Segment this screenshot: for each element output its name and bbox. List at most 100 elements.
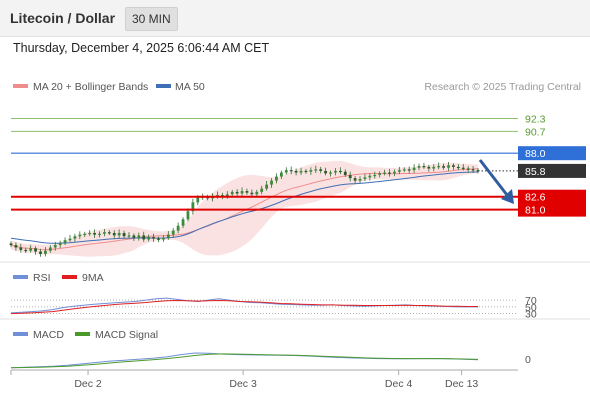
price-candle bbox=[437, 162, 441, 170]
price-legend: MA 20 + Bollinger Bands MA 50 Research ©… bbox=[13, 81, 581, 93]
price-candle bbox=[39, 248, 42, 257]
candle-body bbox=[299, 170, 303, 173]
price-candle bbox=[122, 230, 126, 239]
candle-body bbox=[196, 197, 200, 203]
price-candle bbox=[107, 230, 111, 235]
price-candle bbox=[334, 168, 337, 176]
candle-body bbox=[348, 174, 352, 179]
candle-body bbox=[53, 245, 57, 248]
price-candle bbox=[68, 235, 72, 243]
price-candle bbox=[78, 231, 82, 240]
macd-level-label: 0 bbox=[525, 354, 531, 366]
price-candle bbox=[304, 168, 308, 174]
price-level-support: 82.6 bbox=[11, 189, 586, 204]
candle-body bbox=[427, 166, 431, 169]
macd-legend-label: MACD bbox=[33, 329, 64, 341]
candle-body bbox=[260, 188, 264, 192]
price-candle bbox=[324, 167, 328, 176]
candle-body bbox=[34, 248, 37, 252]
report-datetime: Thursday, December 4, 2025 6:06:44 AM CE… bbox=[13, 41, 270, 55]
candle-body bbox=[368, 175, 372, 178]
price-candle bbox=[245, 188, 249, 195]
rsi-level-label: 30 bbox=[525, 309, 537, 321]
level-label: 81.0 bbox=[525, 205, 546, 217]
candle-body bbox=[378, 173, 382, 175]
candle-body bbox=[230, 191, 234, 195]
price-candle bbox=[447, 162, 450, 171]
macd-legend: MACD MACD Signal bbox=[13, 329, 158, 341]
candle-body bbox=[176, 225, 180, 231]
candle-body bbox=[29, 248, 33, 251]
rsi-level-label: 70 bbox=[525, 295, 537, 307]
price-candle bbox=[132, 233, 136, 242]
candle-body bbox=[284, 170, 288, 173]
price-candle bbox=[137, 232, 141, 241]
price-candle bbox=[442, 163, 445, 170]
candle-body bbox=[127, 235, 131, 237]
price-candle bbox=[279, 170, 283, 179]
candle-body bbox=[132, 235, 136, 238]
level-tag bbox=[518, 146, 586, 161]
macd-signal-legend-label: MACD Signal bbox=[95, 329, 158, 341]
x-axis: Dec 2 Dec 3 Dec 4 Dec 13 bbox=[10, 369, 518, 390]
macd-series-signal bbox=[10, 353, 479, 369]
candle-body bbox=[319, 169, 323, 171]
candle-body bbox=[294, 170, 298, 173]
macd-panel: 0 bbox=[10, 352, 531, 369]
price-candle bbox=[284, 167, 288, 175]
candle-body bbox=[407, 169, 411, 171]
credit-text: Research © 2025 Trading Central bbox=[424, 81, 581, 93]
price-candle bbox=[29, 245, 33, 253]
candle-body bbox=[107, 232, 111, 234]
candle-body bbox=[314, 169, 318, 171]
price-candle bbox=[181, 217, 185, 229]
price-candle bbox=[319, 166, 323, 174]
rsi-level-label: 50 bbox=[525, 302, 537, 314]
candle-body bbox=[78, 234, 82, 237]
candle-body bbox=[152, 237, 155, 239]
price-candle bbox=[48, 245, 52, 253]
candle-body bbox=[240, 191, 244, 194]
price-candle bbox=[294, 168, 298, 176]
candle-body bbox=[44, 250, 47, 254]
price-candle bbox=[452, 163, 455, 170]
candle-body bbox=[216, 195, 219, 197]
candle-body bbox=[353, 178, 357, 181]
price-candle bbox=[471, 166, 475, 173]
timeframe-badge[interactable]: 30 MIN bbox=[125, 7, 178, 31]
price-candle bbox=[103, 228, 106, 237]
projection-arrow bbox=[478, 159, 514, 204]
candle-body bbox=[122, 232, 126, 237]
level-label: 92.3 bbox=[525, 114, 546, 126]
price-candle bbox=[265, 181, 269, 191]
candle-body bbox=[161, 237, 165, 240]
candle-body bbox=[270, 180, 273, 185]
price-candle bbox=[176, 222, 180, 234]
price-candle bbox=[329, 170, 332, 177]
candle-body bbox=[171, 230, 175, 235]
price-candle bbox=[235, 189, 239, 197]
price-candle bbox=[368, 173, 372, 181]
price-candle bbox=[270, 178, 273, 188]
level-label: 88.0 bbox=[525, 148, 546, 160]
candle-body bbox=[275, 176, 278, 181]
candle-body bbox=[437, 166, 441, 168]
candle-body bbox=[181, 219, 185, 226]
projection-arrow-head bbox=[501, 189, 514, 204]
candle-body bbox=[466, 168, 470, 170]
price-candle bbox=[24, 247, 28, 254]
candle-body bbox=[334, 170, 337, 173]
candle-body bbox=[363, 177, 367, 179]
candle-body bbox=[417, 166, 421, 168]
price-candle bbox=[142, 231, 146, 242]
candle-body bbox=[112, 232, 116, 236]
ma50-legend-label: MA 50 bbox=[175, 81, 205, 93]
price-level-last: 85.8 bbox=[478, 163, 586, 178]
price-candle bbox=[289, 166, 293, 175]
candle-body bbox=[166, 234, 170, 238]
candle-body bbox=[358, 178, 362, 181]
price-candle bbox=[402, 167, 406, 173]
candle-body bbox=[289, 170, 293, 172]
candle-body bbox=[447, 165, 450, 168]
